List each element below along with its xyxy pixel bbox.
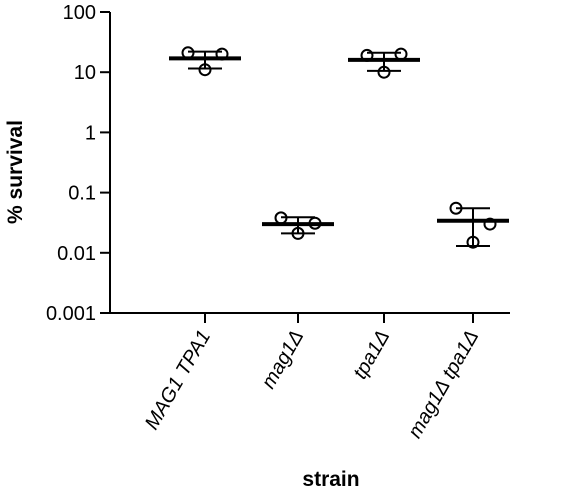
x-axis: MAG1 TPA1 mag1Δ tpa1Δ mag1Δ tpa1Δ	[109, 312, 510, 442]
y-tick-label: 10	[74, 62, 96, 84]
y-axis: 100 10 1 0.1 0.01 0.001	[46, 2, 111, 325]
data-point	[308, 216, 322, 230]
x-axis-title: strain	[302, 468, 359, 491]
data-point	[198, 63, 212, 77]
data-point	[449, 201, 463, 215]
data-group	[262, 211, 334, 240]
y-tick-label: 1	[85, 122, 96, 144]
data-point	[377, 65, 391, 79]
x-tick-label: mag1Δ tpa1Δ	[404, 327, 483, 442]
data-point	[291, 226, 305, 240]
data-point	[274, 211, 288, 225]
y-axis-title: % survival	[4, 120, 27, 224]
data-point	[360, 48, 374, 62]
x-tick-label: MAG1 TPA1	[141, 327, 215, 434]
data-point	[394, 47, 408, 61]
data-group	[437, 201, 509, 249]
data-point	[483, 217, 497, 231]
data-marks	[169, 46, 509, 249]
y-tick-label: 100	[63, 2, 96, 24]
data-group	[348, 47, 420, 79]
y-tick-label: 0.01	[57, 243, 96, 265]
data-point	[215, 47, 229, 61]
y-tick-label: 0.1	[68, 183, 96, 205]
x-tick-label: mag1Δ	[258, 327, 309, 393]
data-point	[181, 46, 195, 60]
data-group	[169, 46, 241, 77]
y-tick-label: 0.001	[46, 303, 96, 325]
x-tick-label: tpa1Δ	[349, 327, 394, 383]
data-point	[466, 235, 480, 249]
